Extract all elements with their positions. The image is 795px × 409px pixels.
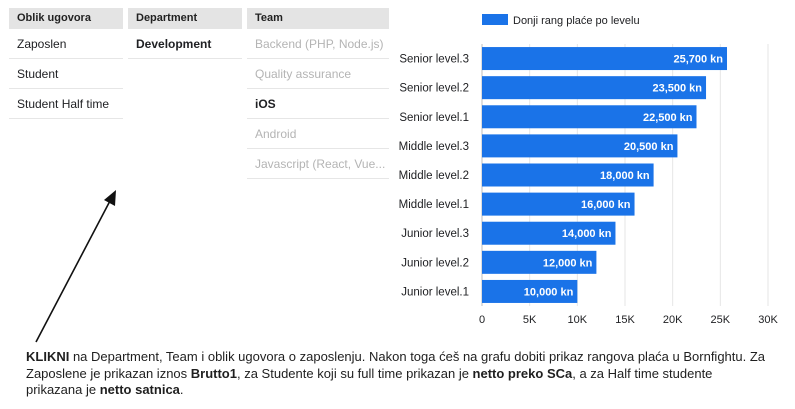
category-label: Junior level.1 [401, 286, 469, 298]
bar [482, 221, 616, 245]
bar [482, 134, 678, 158]
chart-bars: 25,700 kn Senior level.3 23,500 kn Senior l… [399, 47, 728, 303]
category-label: Middle level.2 [399, 170, 469, 182]
category-label: Senior level.3 [399, 54, 469, 66]
instructions-part-2: , za Studente koji su full time prikazan… [236, 365, 473, 381]
bar [482, 279, 578, 303]
bar-value-label: 22,500 kn [643, 112, 693, 124]
bar [482, 76, 707, 100]
legend-label: Donji rang plaće po levelu [513, 15, 640, 27]
instructions-part-4: . [179, 382, 184, 397]
bar-value-label: 12,000 kn [543, 257, 593, 269]
bar [482, 47, 728, 71]
instructions-netto-sc: netto preko SCa [472, 365, 573, 381]
filter-item-ios[interactable]: iOS [247, 89, 389, 119]
instructions-brutto1: Brutto1 [190, 365, 237, 381]
filter-header-department: Department [128, 8, 242, 29]
salary-bar-chart: Donji rang plaće po levelu 25,700 kn Seni… [399, 14, 779, 326]
category-label: Middle level.1 [399, 199, 469, 211]
filter-item-android[interactable]: Android [247, 119, 389, 149]
filter-item-student[interactable]: Student [9, 59, 123, 89]
x-tick-label: 0 [479, 314, 485, 326]
instructions-part-3: , a za Half time studente prikazana je [26, 365, 713, 398]
filter-department: Department Development [128, 8, 242, 59]
legend-swatch [482, 14, 508, 25]
bar [482, 105, 697, 129]
filter-header-oblik-ugovora: Oblik ugovora [9, 8, 123, 29]
x-tick-label: 10K [568, 314, 588, 326]
filter-item-javascript[interactable]: Javascript (React, Vue... [247, 149, 389, 179]
instructions-part-1: na Department, Team i oblik ugovora o za… [26, 349, 766, 381]
filter-item-zaposlen[interactable]: Zaposlen [9, 29, 123, 59]
bar-value-label: 14,000 kn [562, 228, 612, 240]
bar-value-label: 20,500 kn [624, 141, 674, 153]
filter-item-student-half-time[interactable]: Student Half time [9, 89, 123, 119]
filter-team: Team Backend (PHP, Node.js) Quality assu… [247, 8, 389, 179]
bar-value-label: 10,000 kn [524, 286, 574, 298]
x-tick-label: 25K [711, 314, 731, 326]
arrow-head-icon [104, 190, 116, 206]
category-label: Middle level.3 [399, 141, 469, 153]
instructions-text: KLIKNI na Department, Team i oblik ugovo… [26, 349, 766, 399]
filter-item-quality-assurance[interactable]: Quality assurance [247, 59, 389, 89]
x-tick-label: 30K [758, 314, 778, 326]
bar [482, 163, 654, 187]
filter-header-team: Team [247, 8, 389, 29]
bar-value-label: 23,500 kn [652, 83, 702, 95]
category-label: Junior level.3 [401, 228, 469, 240]
arrow-line [35, 198, 112, 343]
bar [482, 192, 635, 216]
bar-value-label: 25,700 kn [673, 54, 723, 66]
instructions-netto-satnica: netto satnica [99, 382, 180, 397]
x-axis-ticks: 0 5K 10K 15K 20K 25K 30K [479, 314, 779, 326]
bar-value-label: 18,000 kn [600, 170, 650, 182]
chart-legend: Donji rang plaće po levelu [482, 14, 640, 27]
bar [482, 250, 597, 274]
category-label: Senior level.2 [399, 83, 469, 95]
filter-oblik-ugovora: Oblik ugovora Zaposlen Student Student H… [9, 8, 123, 119]
category-label: Junior level.2 [401, 257, 469, 269]
x-tick-label: 5K [523, 314, 537, 326]
filter-item-development[interactable]: Development [128, 29, 242, 59]
bar-value-label: 16,000 kn [581, 199, 631, 211]
filter-item-backend[interactable]: Backend (PHP, Node.js) [247, 29, 389, 59]
category-label: Senior level.1 [399, 112, 469, 124]
x-tick-label: 20K [663, 314, 683, 326]
x-tick-label: 15K [615, 314, 635, 326]
instructions-klikni: KLIKNI [26, 349, 70, 364]
